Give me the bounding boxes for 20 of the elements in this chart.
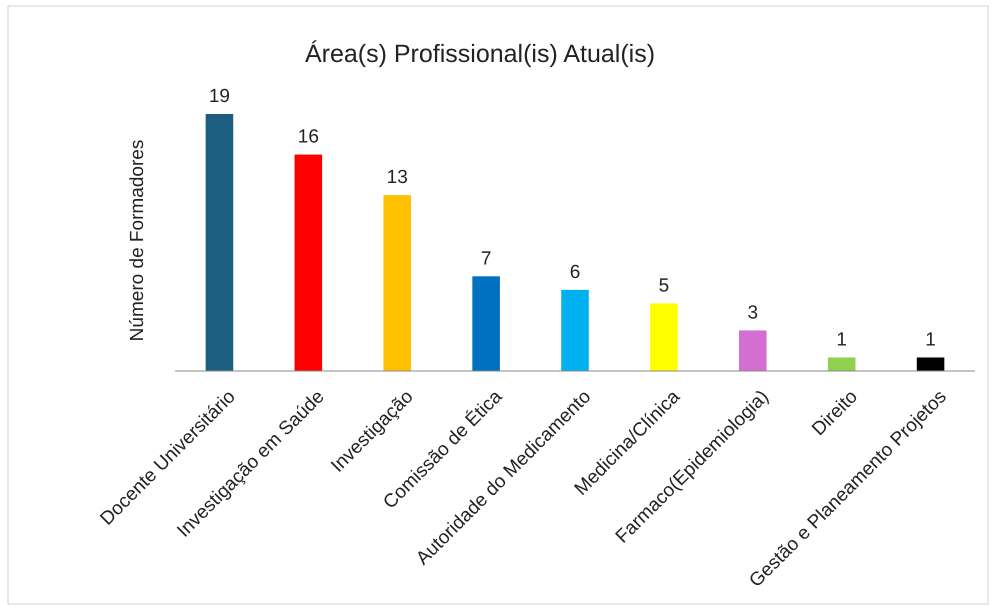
bar <box>472 276 500 371</box>
bar <box>383 195 411 371</box>
data-label: 1 <box>925 329 936 350</box>
data-label: 13 <box>386 167 408 188</box>
y-axis-title: Número de Formadores <box>127 140 148 342</box>
data-label: 19 <box>208 86 230 107</box>
bar <box>650 303 678 371</box>
data-label: 16 <box>298 126 319 148</box>
bar <box>739 330 767 371</box>
bar <box>561 290 589 371</box>
data-label: 3 <box>747 302 758 324</box>
data-label: 7 <box>480 248 492 270</box>
bar <box>828 357 856 371</box>
chart-title: Área(s) Profissional(is) Atual(is) <box>304 40 656 68</box>
bar <box>206 114 234 371</box>
data-label: 1 <box>836 329 847 350</box>
data-label: 6 <box>570 262 580 283</box>
data-label: 5 <box>658 275 670 296</box>
bar <box>294 154 322 371</box>
bar <box>916 357 944 371</box>
